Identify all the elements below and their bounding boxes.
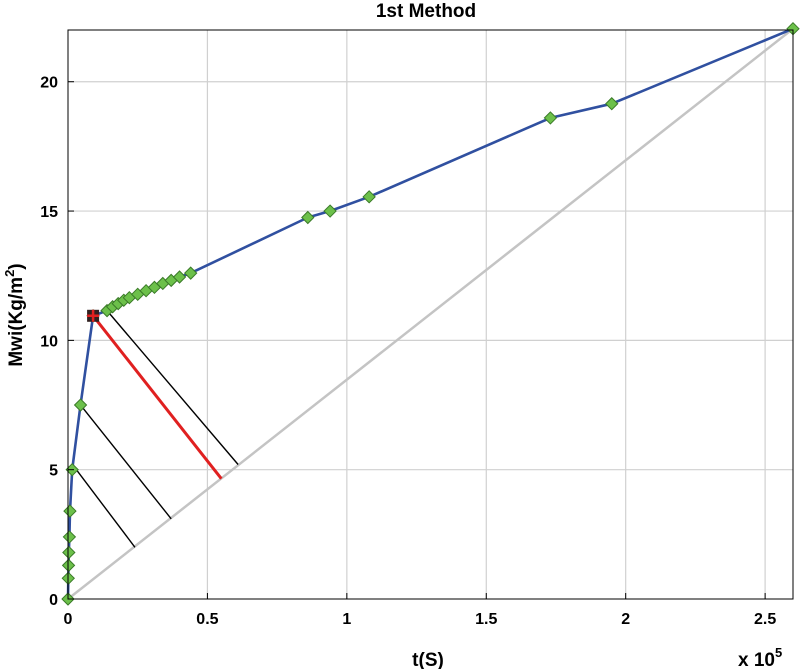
x-multiplier-exponent: 5 bbox=[775, 645, 782, 660]
data-point bbox=[73, 398, 88, 412]
diagonal-line bbox=[67, 27, 794, 600]
grid-lines bbox=[68, 30, 793, 599]
y-axis-title: Mwi(Kg/m2) bbox=[2, 263, 27, 366]
y-tick-label: 0 bbox=[49, 592, 58, 609]
projection-line bbox=[75, 469, 136, 548]
y-tick-label: 10 bbox=[40, 333, 58, 350]
y-label-superscript: 2 bbox=[2, 270, 17, 277]
data-point bbox=[183, 266, 198, 280]
data-point bbox=[61, 558, 76, 573]
data-point bbox=[301, 210, 315, 225]
y-tick-label: 5 bbox=[49, 463, 58, 480]
y-label-main: Mwi(Kg/m bbox=[6, 277, 27, 367]
data-point bbox=[323, 204, 337, 218]
x-tick-label: 1 bbox=[342, 611, 351, 628]
chart-title: 1st Method bbox=[376, 1, 476, 22]
data-point bbox=[543, 111, 558, 125]
x-tick-label: 1.5 bbox=[475, 611, 497, 628]
plot-frame bbox=[67, 29, 794, 600]
y-tick-label: 15 bbox=[40, 204, 58, 221]
marker-layer bbox=[61, 21, 800, 606]
data-point bbox=[172, 270, 187, 284]
projection-lines bbox=[75, 310, 239, 548]
x-tick-label: 0.5 bbox=[196, 611, 218, 628]
highlight-layer bbox=[87, 309, 223, 480]
y-label-end: ) bbox=[6, 263, 27, 269]
x-multiplier-base: x 10 bbox=[738, 650, 775, 669]
y-tick-label: 20 bbox=[40, 75, 58, 92]
x-axis-title: t(S) bbox=[412, 650, 444, 669]
projection-line bbox=[80, 404, 172, 520]
highlight-line bbox=[91, 314, 223, 480]
highlight-point-cross bbox=[87, 309, 100, 322]
x-tick-label: 2.5 bbox=[754, 611, 776, 628]
data-point bbox=[605, 97, 619, 111]
x-tick-label: 2 bbox=[621, 611, 630, 628]
tick-labels: 0 0.5 1 1.5 2 2.5 0 5 10 15 20 bbox=[40, 75, 776, 628]
data-point bbox=[62, 530, 77, 544]
data-point bbox=[62, 545, 76, 560]
data-point bbox=[362, 190, 376, 204]
data-point bbox=[63, 504, 77, 518]
diagonal-layer bbox=[67, 27, 794, 600]
projection-line bbox=[106, 310, 239, 465]
x-axis-multiplier: x 105 bbox=[738, 645, 782, 669]
x-tick-label: 0 bbox=[64, 611, 73, 628]
